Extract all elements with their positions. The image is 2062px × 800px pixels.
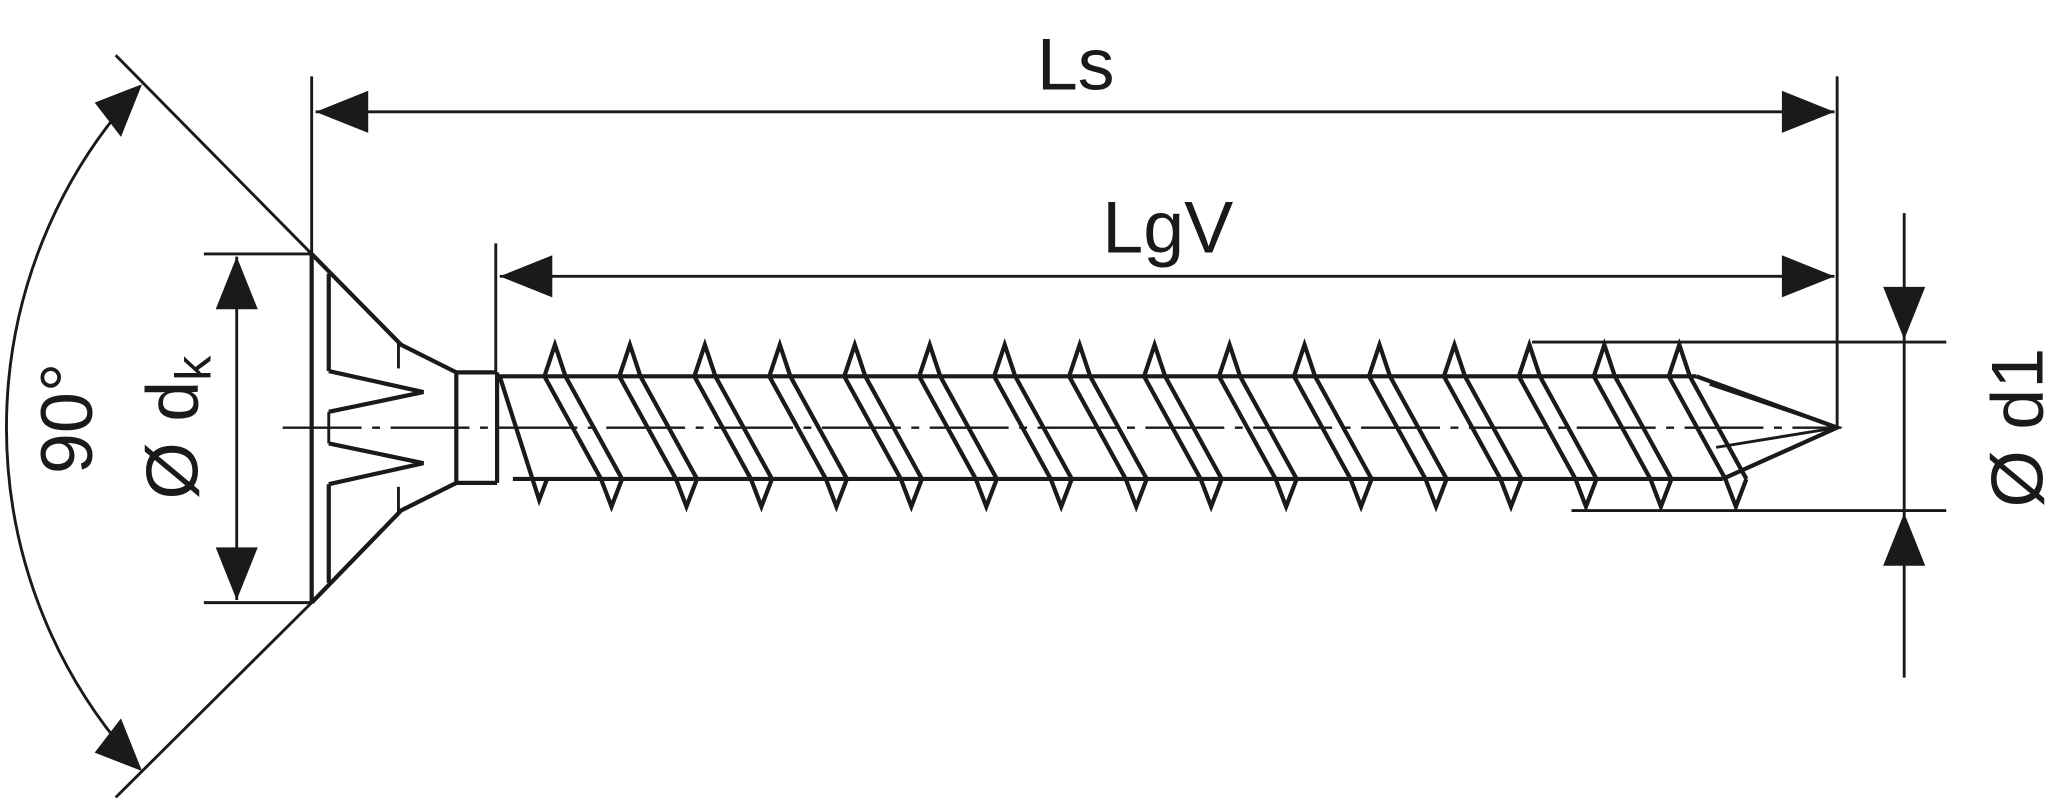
thread-line — [1591, 375, 1653, 480]
label-d1: Ø d1 — [1975, 348, 2058, 508]
thread-line — [992, 338, 1018, 377]
thread-line — [1067, 375, 1128, 480]
thread-line — [563, 375, 624, 480]
thread-line — [1723, 478, 1749, 513]
label-lgv: LgV — [1102, 186, 1233, 269]
thread-line — [1348, 478, 1374, 513]
thread-line — [692, 338, 718, 377]
thread-line — [917, 338, 943, 377]
thread-line — [1498, 478, 1524, 513]
dimension-d1: Ø d1 — [1532, 213, 2058, 678]
thread-line — [1292, 338, 1318, 377]
thread-line — [1238, 375, 1299, 480]
dimension-dk: Ø dk — [130, 252, 312, 605]
thread-line — [842, 338, 868, 377]
dimension-angle: 90° — [5, 54, 313, 799]
thread-line — [917, 375, 978, 480]
thread-line — [823, 478, 849, 513]
thread-line — [1163, 375, 1224, 480]
thread-line — [497, 375, 550, 507]
thread-line — [898, 478, 924, 513]
thread-line — [1142, 375, 1203, 480]
thread-line — [692, 375, 753, 480]
thread-line — [1517, 375, 1578, 480]
thread-line — [992, 375, 1053, 480]
thread-line — [1313, 375, 1374, 480]
thread-line — [1367, 375, 1428, 480]
thread-line — [1666, 375, 1728, 480]
thread-line — [1573, 478, 1599, 513]
thread-line — [863, 375, 924, 480]
thread-line — [748, 478, 774, 513]
thread-line — [1538, 375, 1599, 480]
thread-line — [1123, 478, 1149, 513]
thread-line — [788, 375, 849, 480]
thread-line — [767, 338, 793, 377]
thread-line — [767, 375, 828, 480]
thread-line — [1142, 338, 1168, 377]
thread-line — [938, 375, 999, 480]
thread-line — [1666, 338, 1692, 377]
label-dk: Ø dk — [130, 355, 221, 500]
thread-line — [713, 375, 774, 480]
thread-line — [673, 478, 699, 513]
label-dk-main: Ø d — [130, 381, 213, 500]
screw-shank — [497, 338, 1843, 513]
thread-group — [497, 338, 1749, 513]
thread-line — [1463, 375, 1524, 480]
thread-line — [1648, 478, 1674, 513]
thread-line — [1048, 478, 1074, 513]
thread-line — [1516, 338, 1542, 377]
thread-line — [1423, 478, 1449, 513]
thread-line — [1591, 338, 1617, 377]
thread-line — [1292, 375, 1353, 480]
thread-line — [1388, 375, 1449, 480]
thread-line — [542, 338, 568, 377]
thread-line — [638, 375, 699, 480]
thread-line — [1217, 338, 1243, 377]
thread-line — [1067, 338, 1093, 377]
thread-line — [599, 478, 624, 513]
dimension-ls: Ls — [310, 22, 1839, 428]
thread-line — [617, 375, 678, 480]
label-ls: Ls — [1037, 22, 1115, 105]
dimension-lgv: LgV — [494, 186, 1835, 373]
thread-line — [1198, 478, 1224, 513]
thread-line — [1273, 478, 1299, 513]
thread-line — [973, 478, 999, 513]
thread-line — [842, 375, 903, 480]
thread-line — [617, 338, 643, 377]
thread-line — [1687, 375, 1749, 480]
screw-head — [309, 252, 500, 605]
thread-line — [1088, 375, 1149, 480]
thread-line — [1613, 375, 1674, 480]
thread-line — [1366, 338, 1393, 377]
thread-line — [1217, 375, 1278, 480]
thread-line — [542, 375, 603, 480]
thread-line — [1013, 375, 1074, 480]
thread-line — [1441, 338, 1467, 377]
label-dk-subscript: k — [165, 355, 221, 381]
thread-line — [1442, 375, 1503, 480]
label-angle: 90° — [25, 363, 108, 474]
